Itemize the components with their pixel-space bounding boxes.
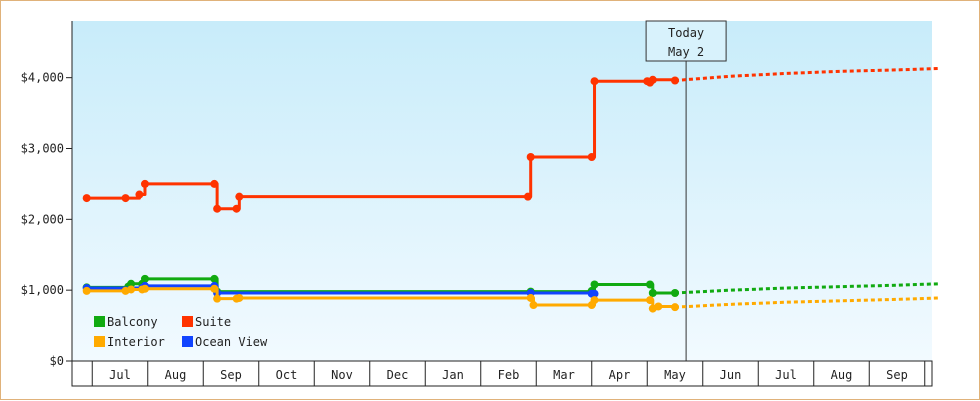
- legend-label: Balcony: [107, 315, 158, 329]
- x-tick-label: Jul: [775, 368, 797, 382]
- legend-swatch: [94, 316, 105, 327]
- x-tick-label: Dec: [387, 368, 409, 382]
- x-tick-label: Jan: [442, 368, 464, 382]
- today-label: Today: [668, 26, 704, 40]
- x-tick-label: Jun: [720, 368, 742, 382]
- data-point-suite[interactable]: [232, 204, 241, 213]
- data-point-interior[interactable]: [235, 293, 244, 302]
- data-point-interior[interactable]: [654, 302, 663, 311]
- x-tick-label: May: [664, 368, 686, 382]
- x-tick-label: Oct: [276, 368, 298, 382]
- data-point-suite[interactable]: [82, 194, 91, 203]
- legend-swatch: [94, 336, 105, 347]
- x-tick-label: Sep: [220, 368, 242, 382]
- x-tick-label: Mar: [553, 368, 575, 382]
- legend-item-suite[interactable]: Suite: [182, 315, 231, 329]
- data-point-suite[interactable]: [135, 190, 144, 199]
- data-point-balcony[interactable]: [671, 289, 679, 297]
- data-point-suite[interactable]: [526, 153, 535, 161]
- legend-item-balcony[interactable]: Balcony: [94, 315, 158, 329]
- data-point-interior[interactable]: [671, 303, 679, 312]
- data-point-interior[interactable]: [210, 284, 219, 293]
- legend-label: Interior: [107, 335, 165, 349]
- x-tick-label: Aug: [831, 368, 853, 382]
- data-point-suite[interactable]: [210, 179, 219, 188]
- y-tick-label: $1,000: [21, 283, 64, 297]
- legend-swatch: [182, 336, 193, 347]
- plot-background: [72, 21, 932, 361]
- today-date: May 2: [668, 45, 704, 59]
- data-point-suite[interactable]: [648, 75, 657, 84]
- y-tick-label: $3,000: [21, 142, 64, 156]
- data-point-suite[interactable]: [213, 204, 222, 213]
- data-point-suite[interactable]: [121, 194, 130, 203]
- data-point-suite[interactable]: [523, 192, 532, 201]
- data-point-interior[interactable]: [529, 301, 538, 310]
- today-box: [645, 20, 727, 62]
- x-tick-label: Apr: [609, 368, 631, 382]
- data-point-balcony[interactable]: [210, 274, 219, 283]
- legend-item-interior[interactable]: Interior: [94, 335, 165, 349]
- data-point-interior[interactable]: [526, 293, 535, 302]
- x-tick-label: Jul: [109, 368, 131, 382]
- data-point-interior[interactable]: [590, 296, 599, 305]
- data-point-suite[interactable]: [671, 76, 679, 85]
- data-point-suite[interactable]: [590, 77, 599, 86]
- x-tick-label: Aug: [165, 368, 187, 382]
- x-tick-label: Sep: [886, 368, 908, 382]
- legend-item-ocean-view[interactable]: Ocean View: [182, 335, 268, 349]
- y-tick-label: $4,000: [21, 71, 64, 85]
- x-tick-label: Feb: [498, 368, 520, 382]
- data-point-ocean-view[interactable]: [590, 289, 599, 298]
- data-point-interior[interactable]: [140, 284, 149, 293]
- series-suite: [82, 66, 939, 213]
- data-point-interior[interactable]: [82, 286, 91, 295]
- data-point-balcony[interactable]: [140, 274, 149, 283]
- series-interior: [82, 284, 939, 313]
- x-axis-band: [71, 360, 933, 387]
- data-point-suite[interactable]: [235, 192, 244, 201]
- data-point-balcony[interactable]: [648, 289, 657, 297]
- data-point-interior[interactable]: [127, 285, 136, 294]
- data-point-balcony[interactable]: [646, 280, 655, 289]
- data-point-suite[interactable]: [140, 179, 149, 188]
- legend-swatch: [182, 316, 193, 327]
- today-marker: Today May 2: [645, 20, 727, 361]
- x-tick-label: Nov: [331, 368, 353, 382]
- legend-label: Suite: [195, 315, 231, 329]
- data-point-balcony[interactable]: [127, 279, 136, 288]
- y-tick-label: $0: [50, 354, 64, 368]
- data-point-suite[interactable]: [587, 153, 596, 161]
- data-point-balcony[interactable]: [590, 280, 599, 289]
- data-point-interior[interactable]: [646, 296, 655, 305]
- legend-label: Ocean View: [195, 335, 268, 349]
- y-tick-label: $2,000: [21, 212, 64, 226]
- data-point-interior[interactable]: [213, 294, 222, 303]
